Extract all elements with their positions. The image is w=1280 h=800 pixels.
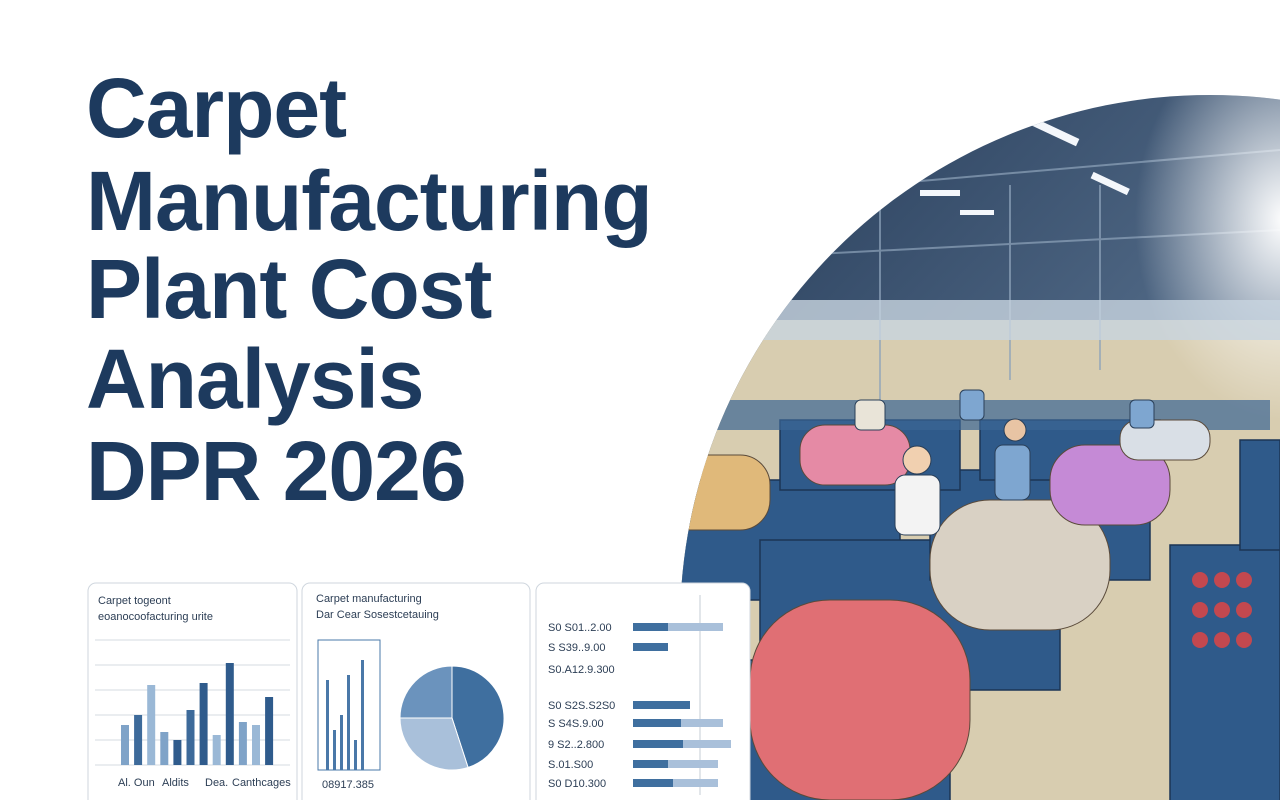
pie-slice bbox=[399, 717, 469, 771]
bar bbox=[238, 722, 247, 765]
pie-slice bbox=[451, 665, 505, 769]
card-title: Carpet togeont bbox=[98, 595, 171, 607]
row-label: S0.A12.9.300 bbox=[548, 664, 615, 676]
bar-segment bbox=[633, 779, 673, 787]
bar-segment bbox=[668, 760, 718, 768]
row-label: S S39..9.00 bbox=[548, 642, 606, 654]
title-line: Plant Cost bbox=[86, 242, 491, 336]
bar bbox=[340, 715, 343, 770]
bar bbox=[121, 725, 129, 765]
bar bbox=[252, 725, 260, 765]
bar-segment bbox=[633, 719, 681, 727]
bar bbox=[225, 663, 234, 765]
bar bbox=[265, 697, 274, 765]
bar-segment bbox=[633, 740, 683, 748]
title-line: DPR 2026 bbox=[86, 424, 466, 518]
bar bbox=[199, 683, 208, 765]
card-title: eoanocoofacturing urite bbox=[98, 611, 213, 623]
row-label: S0 S2S.S2S0 bbox=[548, 700, 615, 712]
bar bbox=[186, 710, 195, 765]
bar bbox=[160, 732, 169, 765]
title-line: Carpet bbox=[86, 61, 346, 155]
card-footer: 08917.385 bbox=[322, 779, 374, 791]
row-label: S0 D10.300 bbox=[548, 778, 606, 790]
bar-segment bbox=[683, 740, 731, 748]
title-line: Analysis bbox=[86, 332, 424, 426]
bar bbox=[333, 730, 336, 770]
bar-segment bbox=[633, 701, 690, 709]
x-label: Aldits bbox=[162, 777, 189, 789]
pie-slice bbox=[399, 665, 453, 719]
bar-segment bbox=[633, 623, 668, 631]
bar bbox=[361, 660, 364, 770]
bar bbox=[212, 735, 221, 765]
x-label: Al. Oun bbox=[118, 777, 155, 789]
bar bbox=[173, 740, 182, 765]
card-title: Carpet manufacturing bbox=[316, 593, 422, 605]
row-label: 9 S2..2.800 bbox=[548, 739, 604, 751]
title-line: Manufacturing bbox=[86, 154, 652, 248]
x-label: Dea. bbox=[205, 777, 228, 789]
bar-segment bbox=[681, 719, 723, 727]
bar bbox=[326, 680, 329, 770]
factory-illustration bbox=[680, 95, 1280, 800]
bar-segment bbox=[633, 643, 668, 651]
bar bbox=[134, 715, 143, 765]
row-label: S.01.S00 bbox=[548, 759, 593, 771]
x-label: Canthcages bbox=[232, 777, 291, 789]
bar bbox=[354, 740, 357, 770]
card-title: Dar Cear Sosestcetauing bbox=[316, 609, 439, 621]
bar-segment bbox=[633, 760, 668, 768]
bar-segment bbox=[668, 623, 723, 631]
row-label: S S4S.9.00 bbox=[548, 718, 604, 730]
bar bbox=[147, 685, 156, 765]
row-label: S0 S01..2.00 bbox=[548, 622, 612, 634]
bar-segment bbox=[673, 779, 718, 787]
bar bbox=[347, 675, 350, 770]
